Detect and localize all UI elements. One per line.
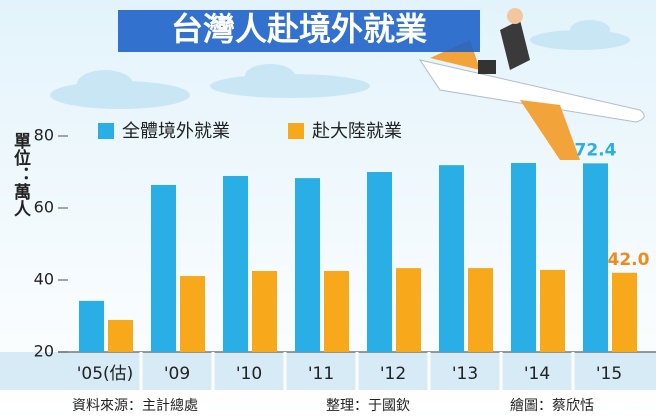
bar: [108, 319, 133, 352]
bar: [324, 271, 349, 352]
bar: [367, 172, 392, 352]
bar: [612, 272, 637, 352]
legend-label: 赴大陸就業: [312, 121, 402, 142]
bar: [583, 163, 608, 352]
bar: [223, 175, 248, 352]
y-tick-label: 80: [34, 126, 54, 145]
x-tick-label: '10: [236, 364, 262, 384]
bar: [180, 276, 205, 352]
x-tick-label: '15: [596, 364, 622, 384]
bar: [79, 300, 104, 352]
x-tick-label: '13: [452, 364, 478, 384]
y-tick-label: 40: [34, 270, 54, 289]
bar: [439, 165, 464, 352]
y-tick-label: 20: [34, 342, 54, 361]
bar: [540, 269, 565, 352]
bar: [396, 268, 421, 352]
footer-source: 資料來源：主計總處: [72, 397, 198, 414]
value-label: 42.0: [608, 250, 650, 270]
bar: [151, 184, 176, 352]
clouds: [50, 20, 630, 109]
x-tick-label: '14: [524, 364, 550, 384]
y-tick-label: 60: [34, 198, 54, 217]
legend-label: 全體境外就業: [122, 121, 230, 142]
x-tick-label: '11: [308, 364, 334, 384]
legend-swatch: [288, 123, 304, 139]
x-tick-label: '09: [164, 364, 190, 384]
value-label: 72.4: [575, 140, 617, 160]
bar: [295, 178, 320, 352]
bar: [468, 268, 493, 352]
x-band: [0, 352, 656, 390]
y-axis-label: 單位：萬人: [10, 132, 31, 217]
chart-title: 台灣人赴境外就業: [171, 10, 427, 48]
title-box: [118, 10, 480, 52]
x-tick-label: '05(估): [77, 364, 134, 384]
footer-artist: 繪圖：蔡欣恬: [510, 397, 594, 414]
bar: [511, 163, 536, 352]
bar: [252, 271, 277, 352]
footer-editor: 整理：于國欽: [326, 398, 410, 414]
x-tick-label: '12: [380, 364, 406, 384]
legend-swatch: [98, 123, 114, 139]
